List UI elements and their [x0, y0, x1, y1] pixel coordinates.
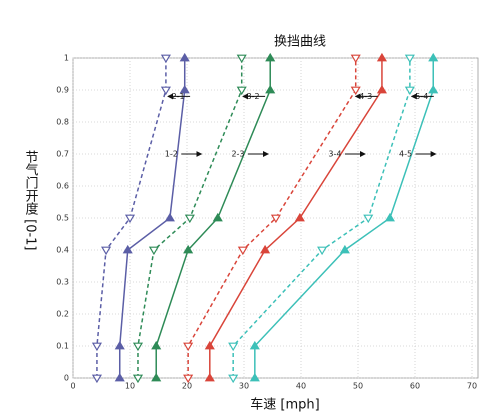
- marker: [350, 86, 361, 96]
- x-tick-label: 50: [353, 382, 363, 391]
- series-line: [118, 58, 186, 378]
- marker: [339, 244, 350, 254]
- chart-title: 换挡曲线: [274, 35, 326, 50]
- marker: [317, 246, 328, 256]
- marker: [91, 342, 102, 352]
- marker: [183, 374, 194, 384]
- marker: [265, 84, 276, 94]
- y-tick-label: 0.9: [56, 86, 69, 95]
- marker: [249, 372, 260, 382]
- y-tick-label: 0.1: [56, 342, 69, 351]
- marker: [404, 86, 415, 96]
- y-axis-label: 节气门开度 [0-1]: [23, 150, 39, 251]
- marker: [270, 214, 281, 224]
- marker: [179, 84, 190, 94]
- x-tick-label: 20: [182, 382, 192, 391]
- series-line: [209, 58, 383, 378]
- y-tick-label: 0.5: [56, 214, 69, 223]
- series-line: [232, 58, 411, 378]
- marker: [212, 212, 223, 222]
- x-tick-label: 10: [125, 382, 135, 391]
- series-label: 4-5: [399, 150, 412, 159]
- marker: [404, 54, 415, 64]
- series-line: [254, 58, 434, 378]
- marker: [184, 214, 195, 224]
- marker: [236, 86, 247, 96]
- x-axis-label: 车速 [mph]: [250, 397, 319, 413]
- marker: [294, 212, 305, 222]
- marker: [114, 340, 125, 350]
- marker: [237, 246, 248, 256]
- marker: [204, 372, 215, 382]
- marker: [114, 372, 125, 382]
- marker: [265, 52, 276, 62]
- marker: [91, 374, 102, 384]
- y-tick-label: 0.8: [56, 118, 69, 127]
- marker: [249, 340, 260, 350]
- marker: [428, 84, 439, 94]
- marker: [101, 246, 112, 256]
- series-label: 2-3: [231, 150, 244, 159]
- marker: [151, 372, 162, 382]
- y-tick-label: 1: [64, 54, 69, 63]
- marker: [183, 342, 194, 352]
- marker: [350, 54, 361, 64]
- marker: [204, 340, 215, 350]
- series-label: 3-4: [328, 150, 341, 159]
- y-tick-label: 0.4: [56, 246, 69, 255]
- marker: [260, 244, 271, 254]
- y-tick-label: 0.3: [56, 278, 69, 287]
- marker: [376, 52, 387, 62]
- x-tick-label: 0: [70, 382, 75, 391]
- marker: [183, 244, 194, 254]
- marker: [179, 52, 190, 62]
- marker: [122, 244, 133, 254]
- marker: [160, 54, 171, 64]
- marker: [428, 52, 439, 62]
- series-label: 1-2: [165, 150, 178, 159]
- x-tick-label: 40: [296, 382, 306, 391]
- y-tick-label: 0.7: [56, 150, 69, 159]
- y-tick-label: 0.6: [56, 182, 69, 191]
- y-tick-label: 0: [64, 374, 69, 383]
- marker: [228, 342, 239, 352]
- marker: [148, 246, 159, 256]
- series-line: [155, 58, 271, 378]
- x-tick-label: 70: [467, 382, 477, 391]
- marker: [151, 340, 162, 350]
- marker: [228, 374, 239, 384]
- marker: [160, 86, 171, 96]
- marker: [132, 342, 144, 352]
- x-tick-label: 60: [410, 382, 420, 391]
- marker: [124, 214, 136, 224]
- marker: [164, 212, 175, 222]
- series-line: [96, 58, 167, 378]
- marker: [236, 54, 247, 64]
- y-tick-label: 0.2: [56, 310, 69, 319]
- marker: [376, 84, 387, 94]
- series-line: [187, 58, 357, 378]
- marker: [363, 214, 374, 224]
- marker: [384, 212, 395, 222]
- marker: [132, 374, 144, 384]
- x-tick-label: 30: [239, 382, 249, 391]
